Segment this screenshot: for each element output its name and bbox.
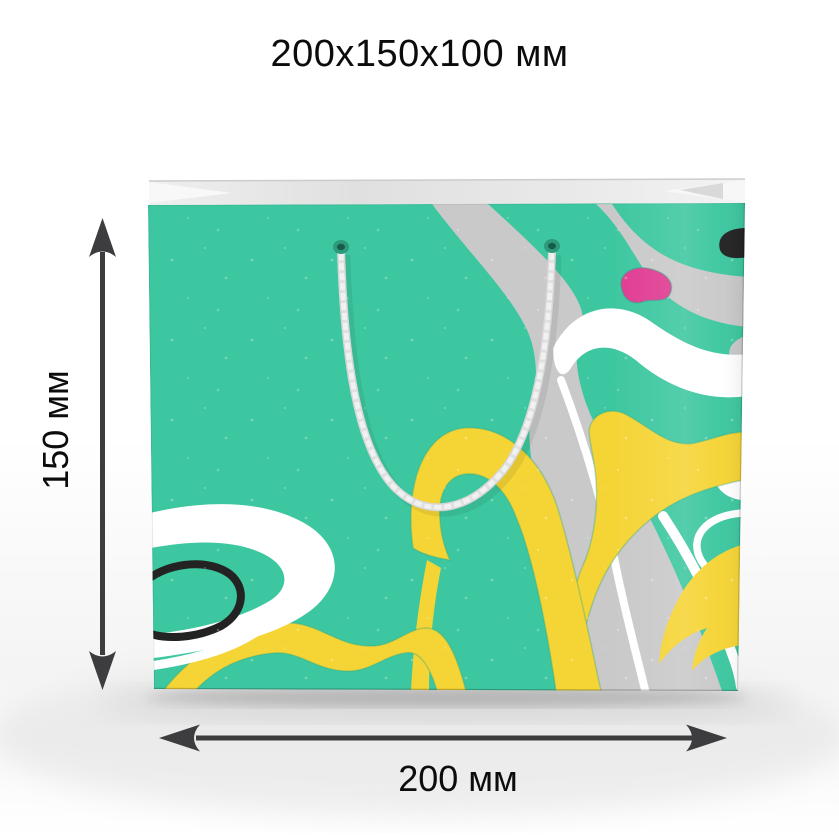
width-dimension-label: 200 мм (398, 758, 518, 799)
left-gusset-fold (149, 182, 232, 203)
grommet-left (333, 240, 349, 254)
height-dimension-label: 150 мм (35, 370, 76, 490)
arrowhead-right (686, 724, 727, 752)
arrowhead-up (89, 218, 116, 257)
size-title: 200x150x100 мм (270, 33, 569, 75)
bag-interior (148, 178, 746, 206)
grommet-right (544, 239, 560, 253)
width-dimension-arrow (159, 724, 727, 752)
bag-front-panel (148, 203, 745, 691)
right-crease-shading (612, 203, 745, 691)
rope-handle (333, 239, 562, 517)
height-dimension-arrow (89, 218, 116, 690)
arrowhead-down (89, 651, 116, 690)
arrowhead-left (159, 724, 200, 752)
